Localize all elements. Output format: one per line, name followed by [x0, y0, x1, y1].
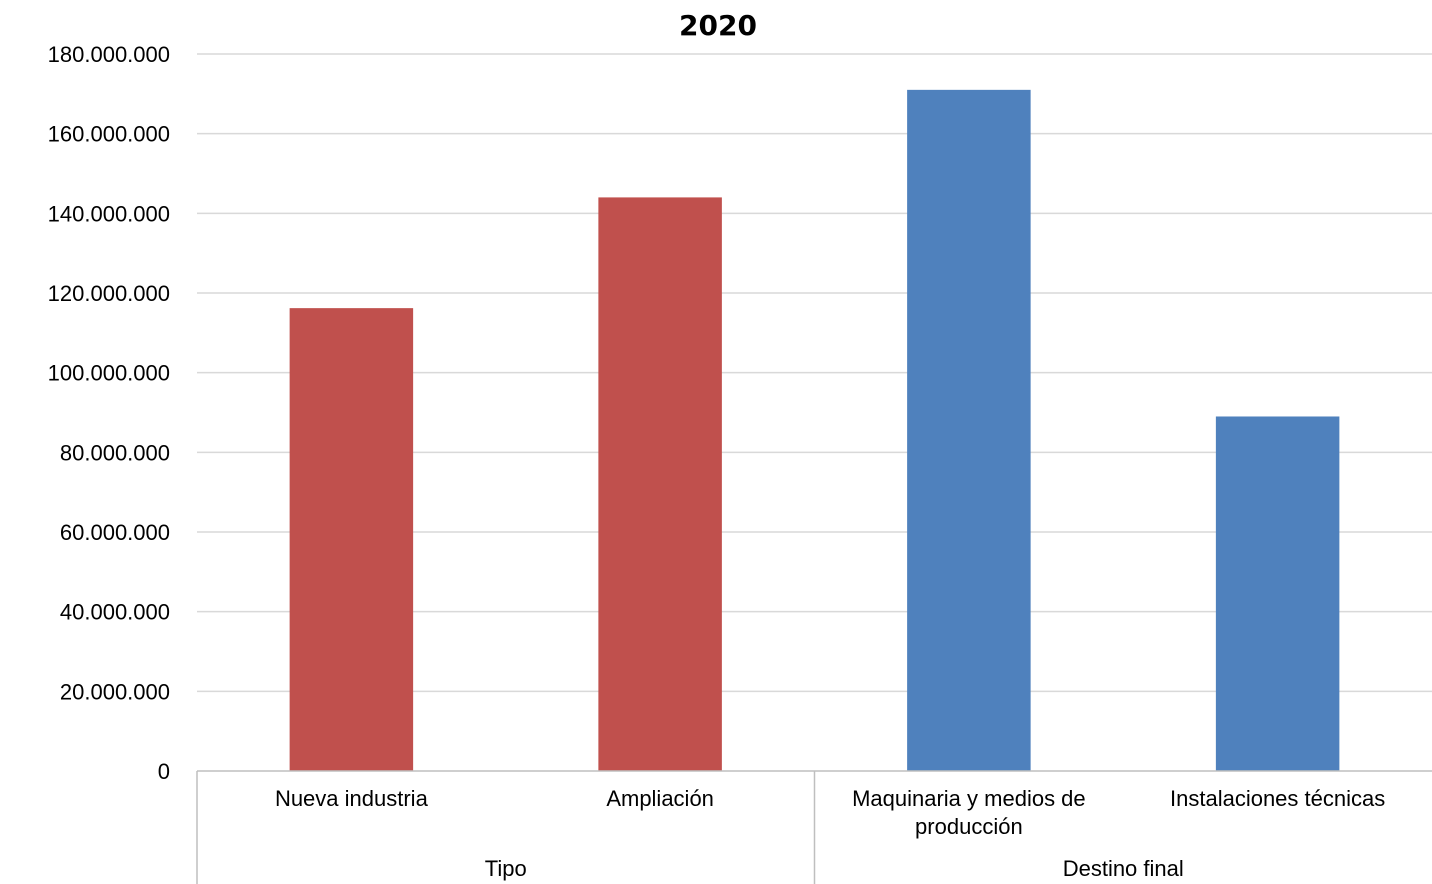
y-tick-label: 100.000.000 [48, 361, 170, 386]
x-group-label: Destino final [1063, 856, 1184, 881]
x-tick-label: Maquinaria y medios de [852, 786, 1086, 811]
x-axis-tick-labels: Nueva industria Ampliación Maquinaria y me… [275, 786, 1385, 839]
y-tick-label: 0 [158, 759, 170, 784]
y-tick-label: 180.000.000 [48, 42, 170, 67]
x-axis [196, 770, 1432, 884]
x-tick-label: Ampliación [606, 786, 714, 811]
y-tick-label: 140.000.000 [48, 201, 170, 226]
x-tick-label: Instalaciones técnicas [1170, 786, 1385, 811]
bar [1215, 416, 1340, 771]
y-tick-label: 40.000.000 [60, 600, 170, 625]
y-tick-label: 160.000.000 [48, 122, 170, 147]
chart-title: 2020 [679, 9, 757, 42]
x-axis-group-labels: Tipo Destino final [485, 856, 1184, 881]
x-tick-label: producción [915, 814, 1023, 839]
y-tick-label: 60.000.000 [60, 520, 170, 545]
y-tick-label: 20.000.000 [60, 679, 170, 704]
x-group-label: Tipo [485, 856, 527, 881]
bar [907, 89, 1031, 772]
bar [598, 197, 722, 771]
y-tick-label: 120.000.000 [48, 281, 170, 306]
x-tick-label: Nueva industria [275, 786, 429, 811]
bars [289, 89, 1340, 772]
y-tick-label: 80.000.000 [60, 440, 170, 465]
bar [289, 308, 414, 771]
y-axis-tick-labels: 0 20.000.000 40.000.000 60.000.000 80.000.00… [48, 42, 170, 784]
